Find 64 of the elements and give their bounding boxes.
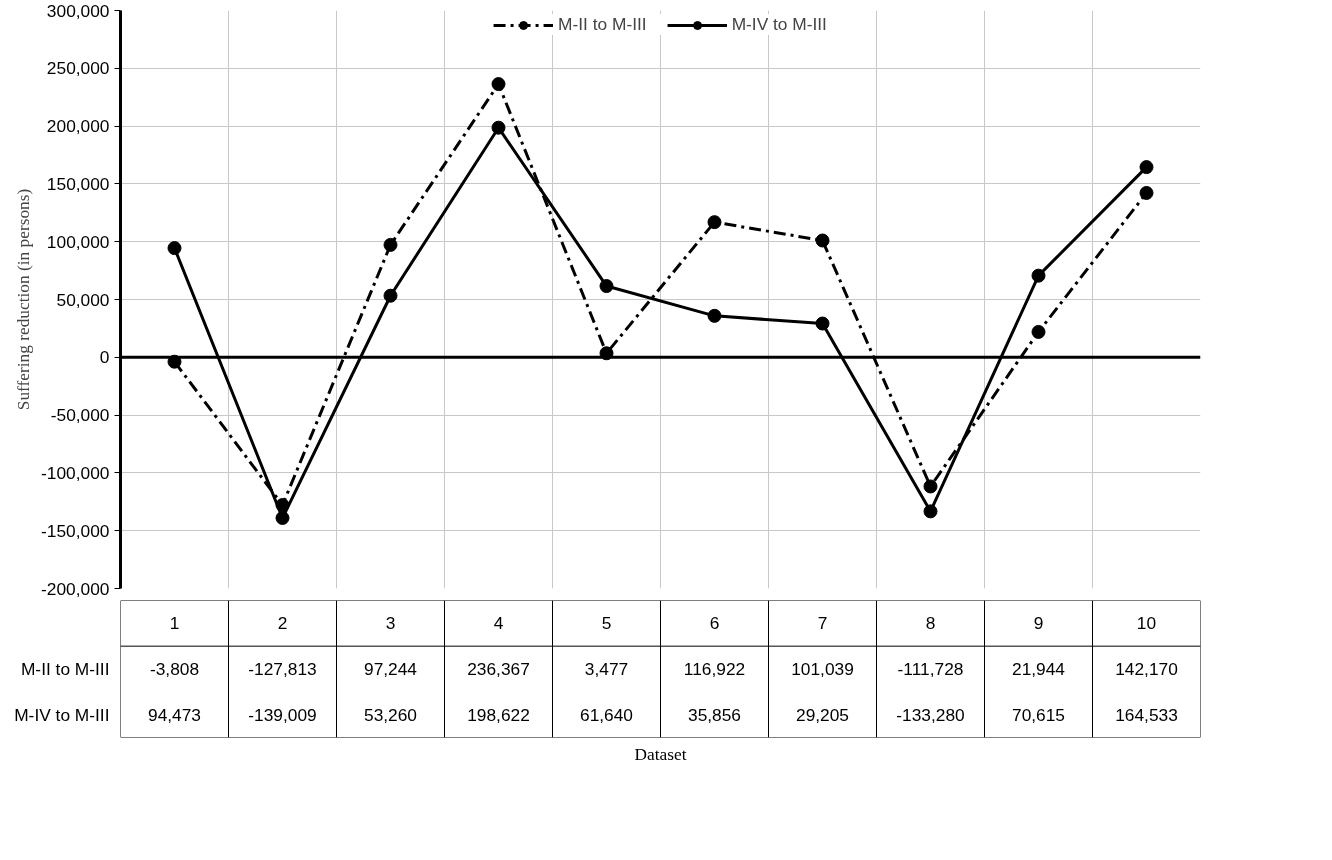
- data-label: 116,922: [683, 659, 746, 679]
- point: [1031, 324, 1046, 339]
- data-label: 70,615: [1012, 704, 1065, 725]
- data-label: 164,533: [1115, 704, 1178, 725]
- point: [1139, 185, 1154, 200]
- data-label: 94,473: [148, 704, 201, 725]
- point: [599, 279, 614, 294]
- data-label: -111,728: [897, 659, 964, 679]
- data-label: -139,009: [248, 704, 317, 725]
- y-tick-label: 100,000: [46, 231, 110, 252]
- y-axis-title: Suffering reduction (in persons): [14, 188, 34, 411]
- point: [923, 504, 938, 519]
- data-label: 21,944: [1012, 659, 1066, 679]
- x-tick-label: 2: [277, 613, 288, 634]
- x-tick-label: 8: [925, 613, 936, 634]
- data-label: 97,244: [364, 659, 418, 679]
- point: [491, 77, 506, 92]
- point: [1031, 268, 1046, 283]
- data-label: 53,260: [364, 704, 417, 725]
- x-tick-label: 7: [817, 613, 828, 634]
- data-label: 236,367: [467, 659, 530, 679]
- data-label: 198,622: [467, 704, 530, 725]
- x-tick-label: 5: [601, 613, 612, 634]
- x-tick-label: 6: [709, 613, 720, 634]
- y-tick-label: -100,000: [41, 462, 110, 483]
- point: [275, 511, 290, 525]
- x-tick-label: 10: [1136, 613, 1157, 634]
- data-label: 142,170: [1115, 659, 1178, 679]
- text: M-II to M-III: [20, 659, 110, 679]
- data-label: -133,280: [896, 704, 965, 725]
- legend-label: M-II to M-III: [558, 14, 647, 35]
- point: [383, 288, 398, 303]
- y-tick-label: -50,000: [50, 405, 110, 426]
- y-tick-label: 300,000: [46, 0, 110, 21]
- point: [383, 237, 398, 252]
- point: [923, 479, 938, 494]
- data-label: 35,856: [688, 704, 741, 725]
- y-tick-label: 50,000: [56, 289, 110, 310]
- x-tick-label: 1: [169, 613, 180, 634]
- data-label: 3,477: [584, 659, 629, 679]
- y-tick-label: 200,000: [46, 116, 110, 137]
- legend-label: M-IV to M-III: [731, 14, 827, 35]
- data-label: 101,039: [791, 659, 854, 679]
- x-tick-label: 4: [493, 613, 504, 634]
- y-tick-label: 250,000: [46, 58, 110, 79]
- x-tick-label: 3: [385, 613, 396, 634]
- data-label: 29,205: [796, 704, 849, 725]
- point: [167, 241, 182, 256]
- text: M-IV to M-III: [14, 704, 110, 725]
- y-tick-label: -200,000: [41, 578, 110, 599]
- point: [707, 215, 722, 230]
- y-tick-label: 150,000: [46, 173, 110, 194]
- point: [815, 233, 830, 248]
- point: [815, 316, 830, 331]
- y-tick-label: -150,000: [41, 520, 110, 541]
- data-label: -127,813: [248, 659, 317, 679]
- text: Dataset: [634, 744, 687, 764]
- data-label: 61,640: [580, 704, 633, 725]
- point: [491, 120, 506, 135]
- point: [1139, 160, 1154, 175]
- data-label: -3,808: [149, 659, 200, 679]
- point: [707, 308, 722, 323]
- y-tick-label: 0: [99, 347, 110, 368]
- x-tick-label: 9: [1033, 613, 1044, 634]
